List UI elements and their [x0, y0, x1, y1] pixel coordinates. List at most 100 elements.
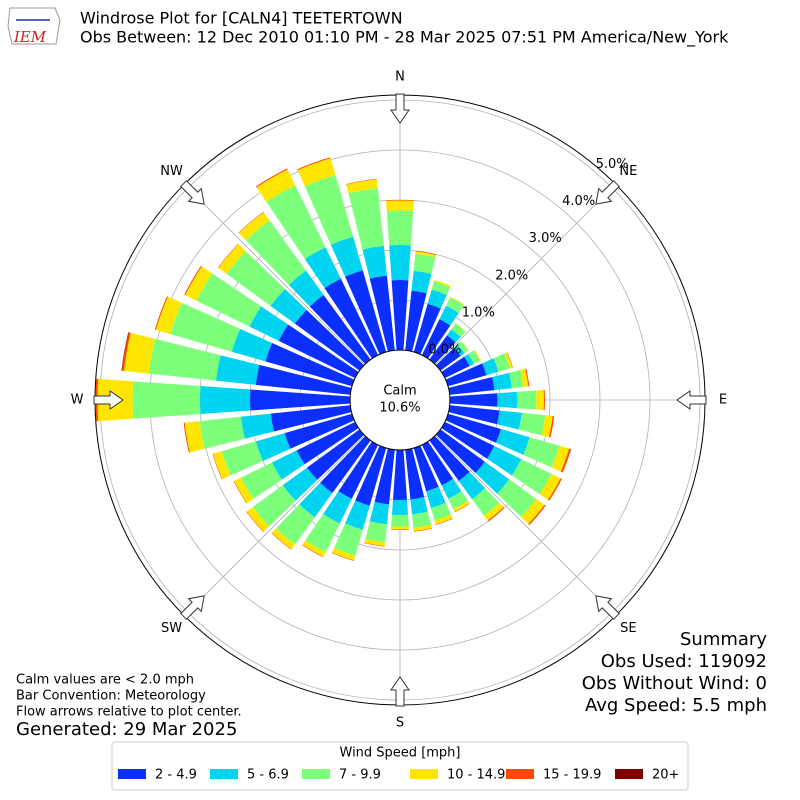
bar-segment [386, 199, 414, 201]
r-tick-label: 1.0% [462, 306, 495, 321]
bar-segment [362, 245, 387, 279]
bar-segment [234, 477, 254, 504]
arrow-shape [390, 676, 410, 707]
bar-segment [324, 278, 379, 359]
bar-segment [266, 185, 326, 260]
bar-segment [346, 178, 377, 185]
bar-segment [548, 416, 555, 438]
bar-segment [121, 332, 129, 371]
logo-outline [7, 7, 61, 45]
bar-segment [451, 323, 466, 338]
bar-segment [434, 514, 453, 525]
grid-line [435, 435, 616, 616]
bar-segment [518, 412, 546, 436]
bar-segment [386, 200, 414, 211]
grid-line [184, 184, 365, 365]
bar-segment [345, 500, 370, 530]
bar-segment [415, 250, 437, 255]
bar-segment [302, 540, 326, 557]
bar-segment [497, 479, 537, 518]
bar-segment [453, 344, 465, 356]
bar-segment [246, 511, 264, 532]
flow-arrow [390, 676, 410, 707]
bar-segment [528, 504, 546, 526]
legend-label: 7 - 9.9 [339, 768, 381, 783]
bar-segment [454, 503, 470, 513]
bar-segment [184, 421, 205, 453]
bar-segment [405, 448, 425, 500]
r-tick-label: 3.0% [529, 231, 562, 246]
bar-segment [271, 532, 292, 550]
bar-segment [504, 352, 513, 369]
bar-segment [271, 528, 296, 550]
flow-arrow [595, 180, 620, 205]
bar-segment [473, 349, 481, 361]
plot-area: Calm 10.6% 0.0% 1.0% 2.0% 3.0% 4.0% 5.0% N NE E SE S… [71, 70, 728, 731]
legend-title: Wind Speed [mph] [340, 746, 461, 761]
compass-label: S [396, 716, 404, 731]
bar-segment [441, 356, 470, 379]
bar-segment [374, 448, 395, 505]
bar-segment [560, 448, 572, 473]
bar-segment [330, 236, 363, 277]
legend-label: 20+ [652, 768, 679, 783]
bar-segment [475, 461, 510, 494]
bar-segment [185, 266, 213, 301]
legend-label: 15 - 19.9 [543, 768, 601, 783]
bar-segment [390, 526, 410, 530]
bar-segment [355, 445, 387, 506]
bar-segment [449, 393, 498, 407]
bar-segment [221, 441, 263, 476]
bar-segment [458, 471, 486, 500]
generated: Generated: 29 Mar 2025 [16, 719, 237, 740]
bar-segment [431, 281, 451, 295]
bar-segment [421, 319, 451, 359]
bar-segment [212, 453, 223, 480]
compass-label: NE [619, 164, 637, 179]
bar-segment [284, 413, 355, 449]
bar-segment [427, 289, 447, 309]
arrow-shape [595, 180, 620, 205]
bar-segment [429, 335, 456, 365]
bar-segment [509, 370, 524, 389]
summary-line: Avg Speed: 5.5 mph [585, 695, 767, 716]
legend-swatch [506, 769, 534, 779]
bar-segment [282, 467, 318, 501]
bar-segment [245, 220, 306, 285]
bar-segment [435, 429, 485, 473]
summary-line: Summary [680, 629, 767, 650]
bar-segment [297, 158, 336, 187]
bar-segment [155, 296, 182, 335]
legend-swatch [410, 769, 438, 779]
arrow-shape [676, 390, 707, 410]
bar-segment [493, 353, 511, 372]
bar-segment [240, 413, 274, 439]
bar-segment [95, 378, 97, 422]
bar-segment [426, 486, 446, 509]
bar-segment [332, 547, 356, 561]
bar-segment [334, 523, 363, 556]
bar-segment [455, 323, 466, 333]
bar-segment [309, 294, 371, 365]
bar-segment [525, 368, 530, 387]
bar-segment [429, 435, 470, 481]
bar-segment [390, 529, 410, 530]
bar-segment [364, 538, 386, 547]
bar-segment [323, 491, 352, 524]
legend-label: 10 - 14.9 [447, 768, 505, 783]
bar-segment [506, 352, 513, 368]
bar-segment [213, 451, 231, 480]
bar-segment [331, 552, 354, 562]
bar-segment [270, 288, 307, 324]
bar-segment [457, 341, 469, 353]
bar-segment [497, 391, 518, 409]
bar-segment [216, 355, 260, 385]
r-tick-label: 2.0% [495, 268, 528, 283]
bar-segment [124, 332, 156, 374]
r-tick-label: 4.0% [562, 194, 595, 209]
r-tick-label: 0.0% [428, 343, 461, 358]
bar-segment [297, 157, 331, 171]
bar-segment [389, 245, 411, 281]
bar-segment [231, 328, 273, 362]
bar-segment [468, 350, 480, 364]
